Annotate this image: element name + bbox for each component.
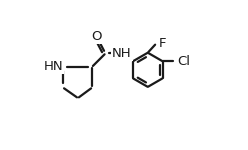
- Text: F: F: [159, 37, 167, 50]
- Text: Cl: Cl: [178, 55, 191, 68]
- Text: HN: HN: [43, 60, 63, 73]
- Text: O: O: [91, 30, 102, 43]
- Text: NH: NH: [112, 47, 132, 60]
